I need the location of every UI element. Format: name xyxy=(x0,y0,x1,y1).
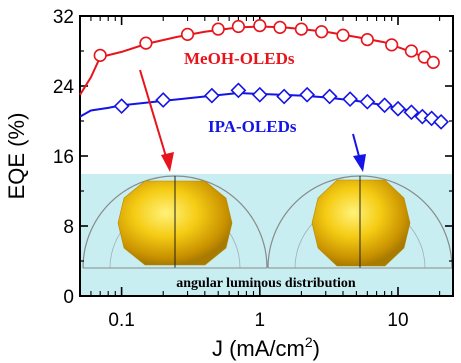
x-axis-title: J (mA/cm2) xyxy=(212,334,320,361)
series-point-diamond xyxy=(376,97,393,114)
series-point-diamond xyxy=(403,104,420,121)
arrow-meoh-head xyxy=(161,152,174,172)
axis-ticks xyxy=(80,15,453,297)
tick-labels: 0 8 16 24 32 0.1 1 10 xyxy=(53,7,409,331)
series-point-diamond xyxy=(230,82,247,99)
x-axis-title-close: ) xyxy=(313,336,320,361)
series-point-circle xyxy=(315,25,329,39)
luminous-shape-right xyxy=(311,179,411,267)
series-point-diamond xyxy=(299,86,316,103)
inset-caption: angular luminous distribution xyxy=(176,276,356,291)
series-point-diamond xyxy=(251,86,268,103)
series-point-circle xyxy=(273,20,287,34)
series-point-circle xyxy=(385,38,399,52)
y-tick-label: 8 xyxy=(63,217,74,238)
series-point-diamond xyxy=(321,88,338,105)
series-label-ipa: IPA-OLEDs xyxy=(208,117,297,136)
series-point-diamond xyxy=(155,92,172,108)
series-point-circle xyxy=(336,28,350,42)
series-point-diamond xyxy=(359,93,376,110)
arrow-meoh-line xyxy=(139,69,168,161)
arrow-ipa-head xyxy=(353,154,366,172)
inset-panel: angular luminous distribution xyxy=(80,174,453,296)
x-tick-label: 1 xyxy=(255,310,266,331)
series-point-circle xyxy=(231,19,245,34)
series-point-circle xyxy=(180,27,195,41)
series-point-circle xyxy=(294,22,309,36)
series-point-diamond xyxy=(414,108,431,125)
series-point-diamond xyxy=(276,88,293,105)
series-point-diamond xyxy=(342,91,359,108)
series-point-diamond xyxy=(203,87,220,104)
y-tick-label: 32 xyxy=(53,7,74,28)
series-point-circle xyxy=(360,33,374,47)
y-axis-title: EQE (%) xyxy=(4,113,29,200)
y-tick-label: 0 xyxy=(63,287,74,308)
inset-polar-left xyxy=(82,175,268,269)
y-tick-label: 24 xyxy=(53,77,75,98)
series-point-diamond xyxy=(390,100,406,117)
y-tick-label: 16 xyxy=(53,147,74,168)
x-axis-title-sup: 2 xyxy=(305,334,313,350)
series-label-meoh: MeOH-OLEDs xyxy=(184,49,295,68)
x-axis-title-main: J (mA/cm xyxy=(212,336,305,361)
inset-polar-right xyxy=(267,175,453,269)
x-tick-label: 10 xyxy=(387,310,408,331)
series-point-circle xyxy=(426,55,440,69)
arrows xyxy=(139,69,366,172)
x-tick-label: 0.1 xyxy=(108,310,134,331)
series-point-circle xyxy=(253,19,267,33)
series-point-diamond xyxy=(113,98,130,115)
series-point-diamond xyxy=(433,113,450,130)
series-point-diamond xyxy=(423,110,440,127)
series-point-circle xyxy=(139,36,153,50)
series-point-circle xyxy=(404,44,418,58)
series-point-circle xyxy=(93,48,107,62)
series-layer xyxy=(79,19,450,130)
series-point-circle xyxy=(211,22,225,36)
